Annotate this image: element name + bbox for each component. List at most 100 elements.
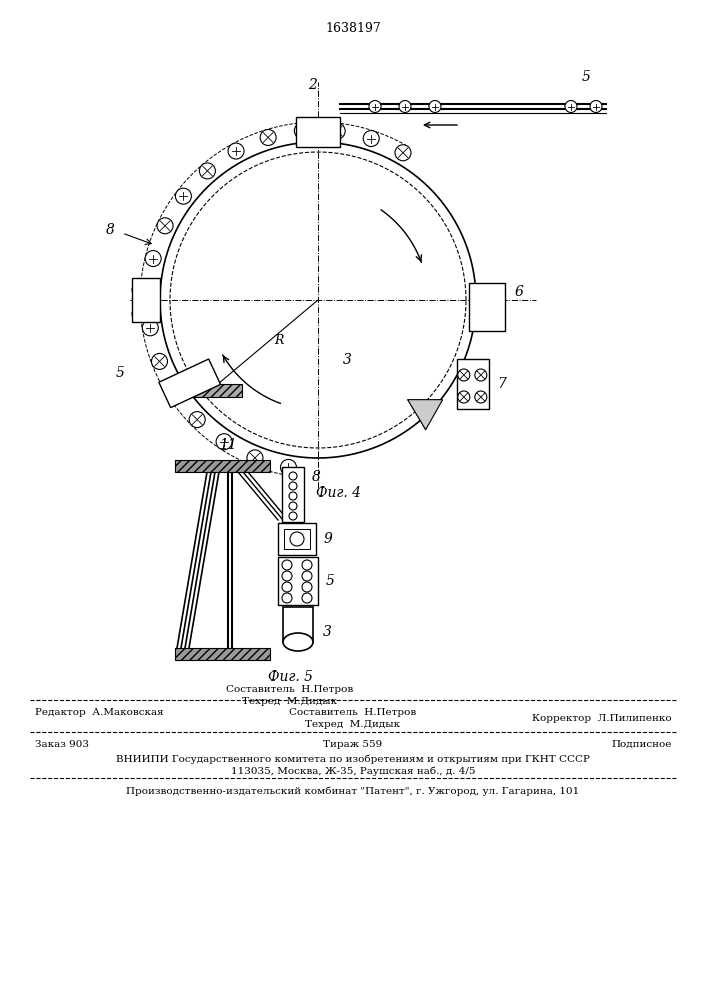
Circle shape [200, 378, 212, 390]
Text: 5: 5 [582, 70, 590, 84]
Circle shape [302, 582, 312, 592]
Circle shape [175, 188, 192, 204]
Ellipse shape [283, 633, 313, 651]
Text: R: R [274, 334, 284, 347]
Circle shape [399, 101, 411, 112]
Circle shape [289, 502, 297, 510]
Circle shape [185, 384, 197, 396]
Text: Составитель  Н.Петров: Составитель Н.Петров [226, 685, 354, 694]
Circle shape [180, 372, 192, 384]
Circle shape [199, 163, 216, 179]
Text: 8: 8 [312, 470, 321, 484]
Circle shape [469, 290, 484, 304]
Text: 6: 6 [515, 285, 523, 299]
Polygon shape [182, 384, 243, 397]
Bar [278, 523, 316, 555]
Circle shape [488, 314, 501, 328]
Circle shape [289, 492, 297, 500]
Text: 113035, Москва, Ж-35, Раушская наб., д. 4/5: 113035, Москва, Ж-35, Раушская наб., д. … [230, 766, 475, 776]
Text: Техред  М.Дидык: Техред М.Дидык [243, 697, 337, 706]
Text: Подписное: Подписное [612, 740, 672, 749]
Circle shape [458, 369, 470, 381]
Text: 1638197: 1638197 [325, 22, 381, 35]
Circle shape [320, 119, 334, 133]
Circle shape [294, 123, 310, 139]
Circle shape [165, 378, 177, 390]
Circle shape [228, 143, 244, 159]
Text: 3: 3 [323, 625, 332, 639]
Circle shape [281, 459, 296, 475]
Bar [296, 117, 340, 147]
Bar [278, 557, 318, 605]
Circle shape [369, 101, 381, 112]
Circle shape [320, 133, 334, 147]
Text: 8: 8 [106, 223, 115, 237]
Bar [469, 283, 505, 331]
Circle shape [289, 482, 297, 490]
Circle shape [289, 512, 297, 520]
Circle shape [395, 145, 411, 161]
Text: 2: 2 [308, 78, 317, 92]
Polygon shape [159, 359, 221, 408]
Text: 9: 9 [324, 532, 333, 546]
Circle shape [145, 251, 161, 267]
Text: Составитель  Н.Петров: Составитель Н.Петров [289, 708, 416, 717]
Circle shape [216, 434, 232, 450]
Text: Фиг. 4: Фиг. 4 [315, 486, 361, 500]
Text: 5: 5 [116, 366, 124, 380]
Circle shape [363, 131, 379, 147]
Circle shape [142, 320, 158, 336]
Polygon shape [408, 400, 443, 430]
Circle shape [302, 571, 312, 581]
Circle shape [282, 582, 292, 592]
Circle shape [458, 391, 470, 403]
Circle shape [168, 384, 183, 400]
Text: 7: 7 [497, 377, 506, 391]
Circle shape [475, 391, 487, 403]
Circle shape [590, 101, 602, 112]
Circle shape [260, 129, 276, 145]
Circle shape [329, 123, 345, 139]
Circle shape [488, 290, 501, 304]
Bar [175, 648, 270, 660]
Circle shape [146, 308, 158, 320]
Bar [175, 460, 270, 472]
Bar [282, 467, 304, 522]
Circle shape [298, 119, 312, 133]
Circle shape [302, 560, 312, 570]
Bar [284, 529, 310, 549]
Circle shape [247, 450, 263, 466]
Circle shape [475, 369, 487, 381]
Circle shape [146, 284, 158, 296]
Circle shape [157, 218, 173, 234]
Circle shape [132, 308, 144, 320]
Circle shape [171, 391, 183, 403]
Circle shape [194, 365, 206, 377]
Text: Корректор  Л.Пилипенко: Корректор Л.Пилипенко [532, 714, 672, 723]
Circle shape [290, 532, 304, 546]
Circle shape [140, 285, 156, 301]
Circle shape [469, 314, 484, 328]
Text: 3: 3 [343, 353, 352, 367]
Text: Тираж 559: Тираж 559 [323, 740, 382, 749]
Circle shape [132, 284, 144, 296]
Text: Фиг. 5: Фиг. 5 [267, 670, 312, 684]
Circle shape [282, 571, 292, 581]
Text: Заказ 903: Заказ 903 [35, 740, 89, 749]
Bar [132, 278, 160, 322]
Text: Техред  М.Дидык: Техред М.Дидык [305, 720, 401, 729]
Text: 11: 11 [219, 438, 237, 452]
Circle shape [282, 593, 292, 603]
Circle shape [565, 101, 577, 112]
Circle shape [289, 472, 297, 480]
Text: Производственно-издательский комбинат "Патент", г. Ужгород, ул. Гагарина, 101: Производственно-издательский комбинат "П… [127, 787, 580, 796]
Circle shape [302, 593, 312, 603]
Text: ВНИИПИ Государственного комитета по изобретениям и открытиям при ГКНТ СССР: ВНИИПИ Государственного комитета по изоб… [116, 754, 590, 764]
Circle shape [298, 133, 312, 147]
Circle shape [151, 353, 168, 369]
Circle shape [282, 560, 292, 570]
Circle shape [429, 101, 441, 112]
Bar [457, 359, 489, 409]
Bar [283, 607, 313, 642]
Circle shape [189, 412, 205, 428]
